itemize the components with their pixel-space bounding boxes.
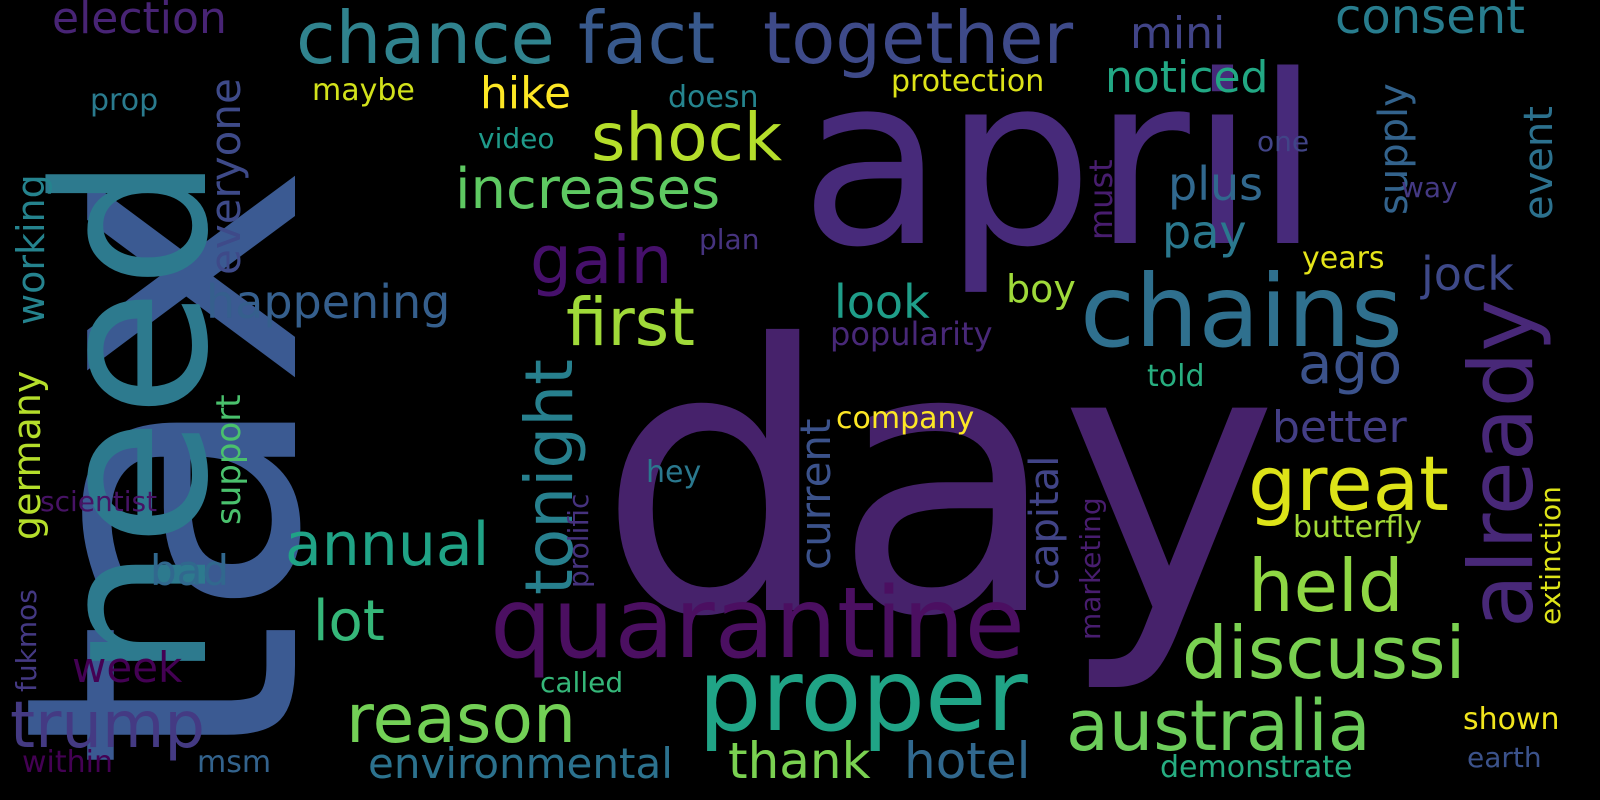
word-trump: trump [10, 689, 205, 763]
word-mini: mini [1130, 8, 1225, 59]
word-bad: bad [150, 546, 229, 595]
word-together: together [763, 0, 1073, 80]
word-butterfly: butterfly [1293, 510, 1422, 545]
word-shown: shown [1463, 702, 1560, 737]
word-extinction: extinction [1534, 486, 1567, 625]
word-protection: protection [891, 64, 1044, 99]
word-hotel: hotel [904, 732, 1031, 790]
word-tax: tax [0, 163, 385, 770]
word-pay: pay [1162, 205, 1247, 259]
word-look: look [834, 275, 930, 329]
word-earth: earth [1467, 741, 1542, 774]
word-hey: hey [646, 455, 701, 490]
word-already: already [1450, 299, 1553, 628]
word-told: told [1147, 359, 1205, 394]
word-annual: annual [285, 510, 489, 580]
word-quarantine: quarantine [490, 567, 1025, 681]
word-supply: supply [1371, 83, 1417, 215]
word-company: company [836, 401, 974, 436]
word-called: called [540, 666, 623, 699]
word-reason: reason [346, 680, 576, 759]
word-prolific: prolific [562, 494, 595, 588]
word-better: better [1272, 402, 1408, 453]
word-hike: hike [480, 68, 571, 119]
word-support: support [209, 394, 249, 525]
word-maybe: maybe [312, 73, 415, 108]
word-shock: shock [591, 99, 783, 176]
word-marketing: marketing [1074, 497, 1107, 640]
word-scientist: scientist [40, 485, 157, 518]
word-must: must [1082, 159, 1120, 240]
word-tonight: tonight [511, 359, 588, 595]
word-day: day [598, 268, 1279, 698]
word-way: way [1401, 171, 1458, 204]
word-consent: consent [1335, 0, 1525, 45]
word-years: years [1302, 241, 1385, 276]
word-chains: chains [1080, 253, 1403, 370]
word-environmental: environmental [368, 739, 673, 788]
word-current: current [791, 418, 840, 570]
word-increases: increases [455, 157, 720, 222]
word-event: event [1516, 106, 1562, 220]
word-gain: gain [530, 222, 673, 299]
word-working: working [9, 174, 53, 325]
word-prop: prop [90, 83, 158, 118]
word-one: one [1257, 125, 1309, 158]
word-video: video [478, 122, 554, 155]
word-popularity: popularity [830, 315, 993, 353]
word-doesn: doesn [668, 80, 759, 115]
word-boy: boy [1006, 267, 1076, 311]
word-plus: plus [1168, 157, 1263, 211]
word-need: need [10, 155, 255, 680]
word-capital: capital [1022, 456, 1068, 590]
word-jock: jock [1420, 247, 1514, 301]
word-lot: lot [313, 589, 385, 654]
word-fact: fact [578, 0, 715, 80]
word-great: great [1248, 439, 1449, 528]
word-germany: germany [5, 371, 49, 540]
word-discussi: discussi [1182, 611, 1465, 695]
word-msm: msm [197, 745, 271, 780]
word-first: first [566, 284, 695, 361]
word-plan: plan [699, 223, 759, 256]
word-proper: proper [698, 637, 1029, 754]
word-happening: happening [206, 275, 450, 329]
word-april: april [800, 26, 1320, 299]
word-ago: ago [1298, 332, 1402, 397]
word-australia: australia [1066, 685, 1371, 767]
word-everyone: everyone [201, 78, 250, 275]
word-election: election [52, 0, 227, 44]
word-fukmos: fukmos [10, 589, 43, 692]
word-held: held [1248, 544, 1404, 628]
word-chance: chance [296, 0, 555, 80]
word-week: week [72, 643, 183, 692]
word-thank: thank [728, 732, 871, 790]
word-noticed: noticed [1105, 52, 1268, 103]
word-within: within [22, 745, 113, 780]
word-demonstrate: demonstrate [1160, 750, 1352, 785]
